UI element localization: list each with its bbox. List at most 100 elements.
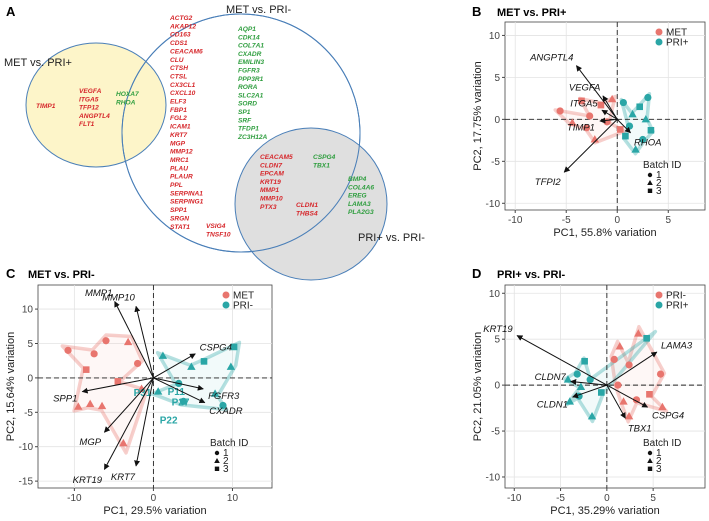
- venn-gene: MMP10: [260, 196, 283, 203]
- loading-label-KRT19: KRT19: [73, 475, 103, 486]
- venn-gene: KRT19: [260, 179, 281, 186]
- data-point: [586, 376, 594, 384]
- legend-label-MET: MET: [666, 28, 687, 39]
- venn-gene: FLT1: [79, 121, 95, 128]
- venn-gene: SERPINA1: [170, 190, 203, 197]
- data-point: [647, 126, 655, 134]
- venn-gene: STAT1: [170, 224, 190, 231]
- data-point: [610, 355, 618, 364]
- venn-circle-met-vs-pri-outline: [121, 13, 361, 253]
- batch-legend-title: Batch ID: [643, 160, 681, 171]
- panel-label-d: D: [472, 266, 481, 281]
- data-point: [230, 343, 238, 351]
- batch-legend-symbol: [214, 458, 220, 463]
- batch-legend-label: 3: [223, 464, 229, 475]
- legend-swatch-PRI-: [222, 301, 230, 309]
- venn-gene: EMILIN3: [238, 59, 264, 66]
- venn-gene: ITGA5: [79, 96, 99, 103]
- venn-gene: MRC1: [170, 157, 189, 164]
- legend-label-PRI-: PRI-: [666, 291, 686, 302]
- loading-vector-SPP1: [81, 377, 154, 394]
- data-point: [158, 351, 168, 359]
- data-point: [634, 329, 643, 337]
- sample-label: P27: [172, 397, 190, 408]
- loading-vector-KRT19: [516, 335, 608, 386]
- loading-vector-VEGFA: [602, 95, 618, 120]
- data-point: [631, 145, 640, 153]
- legend-label-PRI+: PRI+: [666, 38, 689, 49]
- venn-label-met-vs-priplus: MET vs. PRI+: [4, 57, 72, 69]
- y-tick-label: 5: [494, 335, 500, 346]
- venn-gene: CDK14: [238, 34, 260, 41]
- venn-circle-met-vs-priplus: [25, 42, 167, 168]
- batch-legend-label: 2: [656, 456, 662, 467]
- panel-d-title: PRI+ vs. PRI-: [497, 269, 566, 281]
- data-point: [639, 135, 647, 144]
- data-point: [210, 389, 220, 397]
- data-point: [97, 401, 107, 410]
- sample-label: P31: [134, 388, 152, 399]
- y-tick-label: 0: [27, 373, 33, 384]
- loading-label-ANGPTL4: ANGPTL4: [529, 53, 573, 64]
- data-point: [643, 334, 650, 342]
- venn-gene: EREG: [348, 193, 367, 200]
- venn-panel: A MET vs. PRI- MET vs. PRI+ PRI+ vs. PRI…: [4, 4, 425, 281]
- venn-gene: VEGFA: [79, 88, 102, 95]
- loading-vector-CLDN1: [572, 384, 608, 399]
- x-tick-label: 5: [650, 493, 656, 504]
- loading-label-SPP1: SPP1: [53, 394, 77, 405]
- x-tick-label: -10: [508, 215, 523, 226]
- sample-label: P11: [168, 387, 186, 398]
- data-point: [628, 109, 637, 118]
- data-point: [636, 103, 643, 111]
- venn-gene: CSPG4: [313, 154, 336, 161]
- loading-label-KRT7: KRT7: [111, 472, 136, 483]
- panel-c-title: MET vs. PRI-: [28, 269, 95, 281]
- batch-legend-symbol: [647, 180, 653, 185]
- venn-gene: COL7A1: [238, 43, 264, 50]
- data-point: [656, 370, 665, 378]
- loading-vector-MMP1: [114, 300, 154, 379]
- batch-legend-label: 2: [223, 456, 229, 467]
- loading-label-CSPG4: CSPG4: [652, 411, 684, 422]
- venn-gene: SRGN: [170, 215, 189, 222]
- venn-gene: PLA2G3: [348, 209, 374, 216]
- batch-legend-label: 1: [656, 448, 662, 459]
- venn-gene: RORA: [238, 84, 258, 91]
- venn-gene: TNSF10: [206, 231, 231, 238]
- legend-label-PRI-: PRI-: [233, 301, 253, 312]
- sample-label: P22: [160, 415, 178, 426]
- loading-label-TBX1: TBX1: [628, 424, 652, 435]
- loading-label-CSPG4: CSPG4: [200, 342, 232, 353]
- data-point: [137, 384, 146, 392]
- venn-gene: COL4A6: [348, 184, 374, 191]
- y-tick-label: 10: [489, 31, 501, 42]
- venn-gene: CLU: [170, 57, 184, 64]
- batch-legend-symbol: [647, 458, 653, 463]
- pca-plot-c: -10 0 10 -15 -10 -5 0 5 10 PC1, 29.5% variation PC…: [5, 284, 273, 517]
- loading-label-ITGA5: ITGA5: [570, 99, 598, 110]
- data-point: [619, 397, 628, 405]
- loading-vector-RHOA: [616, 119, 631, 134]
- venn-gene: CEACAM6: [170, 48, 203, 55]
- y-axis-label: PC2, 15.64% variation: [5, 332, 17, 441]
- x-tick-label: 10: [227, 493, 239, 504]
- venn-gene: AKAP12: [169, 23, 196, 30]
- data-point: [641, 114, 651, 123]
- venn-gene: CXCL10: [170, 90, 196, 97]
- venn-gene: KRT7: [170, 132, 187, 139]
- plot-frame: [504, 284, 706, 489]
- data-point: [615, 342, 625, 350]
- venn-gene: SPP1: [170, 207, 187, 214]
- venn-gene: MGP: [170, 140, 186, 147]
- venn-gene: RHOA: [116, 99, 136, 106]
- venn-gene: FGL2: [170, 115, 187, 122]
- legend-swatch-PRI+: [655, 38, 663, 46]
- data-point: [90, 350, 98, 358]
- data-point: [603, 118, 611, 126]
- loading-label-MMP10: MMP10: [102, 292, 135, 303]
- data-point: [658, 402, 667, 411]
- loading-vector-CSPG4: [153, 353, 196, 379]
- y-axis-label: PC2, 21.05% variation: [472, 332, 484, 441]
